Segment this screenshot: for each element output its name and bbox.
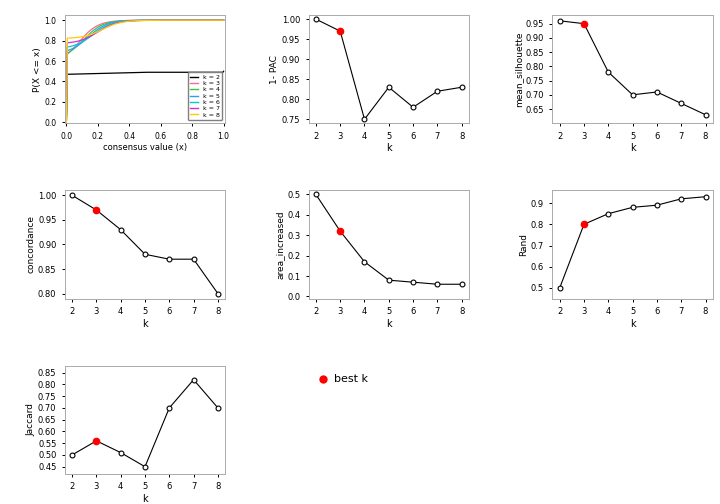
Y-axis label: P(X <= x): P(X <= x) [32,47,42,92]
X-axis label: k: k [630,144,636,153]
X-axis label: k: k [142,319,148,329]
Legend: best k: best k [314,371,372,388]
X-axis label: consensus value (x): consensus value (x) [103,144,187,152]
Y-axis label: area_increased: area_increased [275,210,284,279]
Y-axis label: 1- PAC: 1- PAC [270,55,279,84]
Y-axis label: Rand: Rand [519,233,528,256]
Y-axis label: Jaccard: Jaccard [26,403,35,436]
Y-axis label: concordance: concordance [26,215,35,274]
Y-axis label: mean_silhouette: mean_silhouette [514,31,523,107]
X-axis label: k: k [386,319,392,329]
X-axis label: k: k [386,144,392,153]
Legend: k = 2, k = 3, k = 4, k = 5, k = 6, k = 7, k = 8: k = 2, k = 3, k = 4, k = 5, k = 6, k = 7… [188,72,222,120]
X-axis label: k: k [142,494,148,504]
X-axis label: k: k [630,319,636,329]
